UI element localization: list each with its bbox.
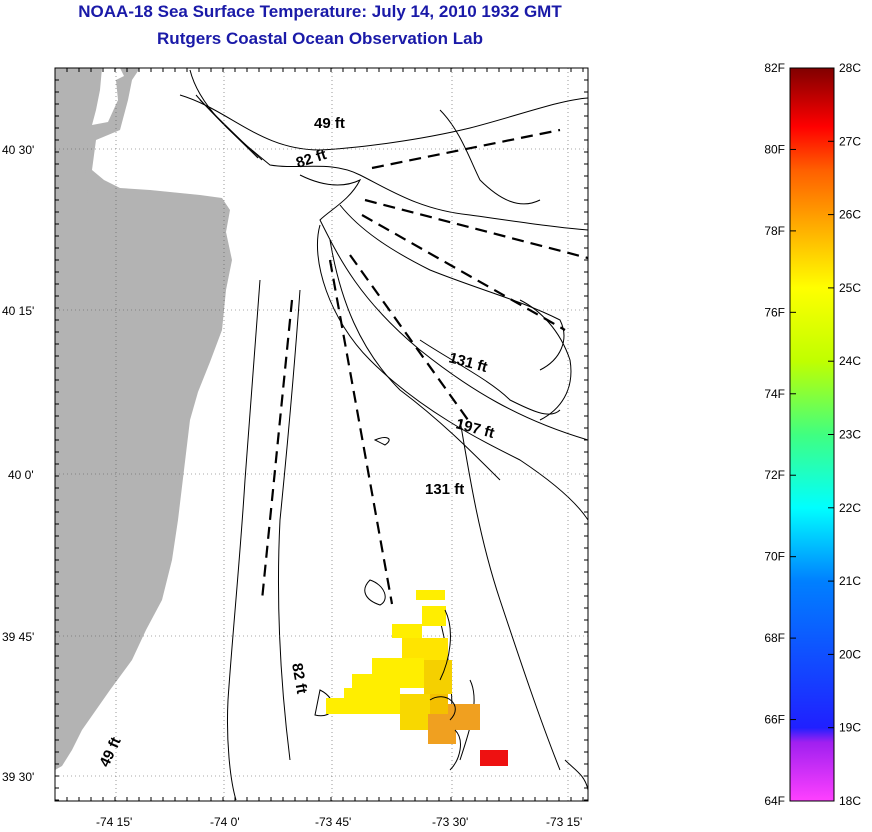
colorbar-f-label: 68F	[764, 631, 785, 645]
lon-tick-label: -73 30'	[432, 815, 468, 829]
colorbar-f-label: 72F	[764, 468, 785, 482]
depth-contours	[179, 69, 588, 801]
colorbar-c-label: 24C	[839, 354, 861, 368]
colorbar-c-label: 19C	[839, 721, 861, 735]
land-sliver	[55, 150, 88, 245]
colorbar-f-label: 64F	[764, 794, 785, 808]
grid	[55, 68, 588, 801]
lon-tick-label: -74 15'	[96, 815, 132, 829]
colorbar-f-label: 80F	[764, 142, 785, 156]
colorbar: 82F 80F 78F 76F 74F 72F 70F 68F 66F 64F 28C 27C 26C…	[764, 61, 861, 808]
colorbar-f-label: 74F	[764, 387, 785, 401]
colorbar-c-label: 22C	[839, 501, 861, 515]
colorbar-c-label: 23C	[839, 428, 861, 442]
colorbar-f-label: 70F	[764, 550, 785, 564]
contour-label-131ft-south: 131 ft	[425, 481, 464, 498]
lon-tick-label: -73 15'	[546, 815, 582, 829]
colorbar-gradient	[789, 67, 835, 802]
colorbar-c-label: 18C	[839, 794, 861, 808]
lon-tick-label: -74 0'	[210, 815, 240, 829]
lat-tick-label: 39 45'	[2, 630, 34, 644]
colorbar-f-label: 78F	[764, 224, 785, 238]
land-mass	[55, 68, 232, 770]
colorbar-f-label: 76F	[764, 305, 785, 319]
lat-tick-label: 40 0'	[8, 468, 34, 482]
colorbar-c-label: 21C	[839, 574, 861, 588]
longitude-axis: -74 15' -74 0' -73 45' -73 30' -73 15'	[96, 815, 582, 829]
sst-patch	[326, 590, 508, 766]
colorbar-c-label: 20C	[839, 647, 861, 661]
lat-tick-label: 39 30'	[2, 770, 34, 784]
map-subtitle: Rutgers Coastal Ocean Observation Lab	[157, 29, 483, 48]
contour-label-49ft-north: 49 ft	[314, 115, 345, 132]
colorbar-f-label: 82F	[764, 61, 785, 75]
lat-tick-label: 40 15'	[2, 304, 34, 318]
contour-label-82ft-south: 82 ft	[288, 662, 310, 695]
map-area	[55, 68, 588, 801]
colorbar-c-label: 28C	[839, 61, 861, 75]
colorbar-f-label: 66F	[764, 713, 785, 727]
colorbar-c-label: 25C	[839, 281, 861, 295]
lat-tick-label: 40 30'	[2, 143, 34, 157]
colorbar-c-label: 26C	[839, 208, 861, 222]
colorbar-c-label: 27C	[839, 134, 861, 148]
edge-ticks	[54, 67, 588, 801]
map-title: NOAA-18 Sea Surface Temperature: July 14…	[78, 2, 562, 21]
latitude-axis: 40 30' 40 15' 40 0' 39 45' 39 30'	[2, 143, 34, 784]
transect-lines	[260, 128, 588, 605]
lon-tick-label: -73 45'	[315, 815, 351, 829]
map-frame	[54, 67, 589, 802]
